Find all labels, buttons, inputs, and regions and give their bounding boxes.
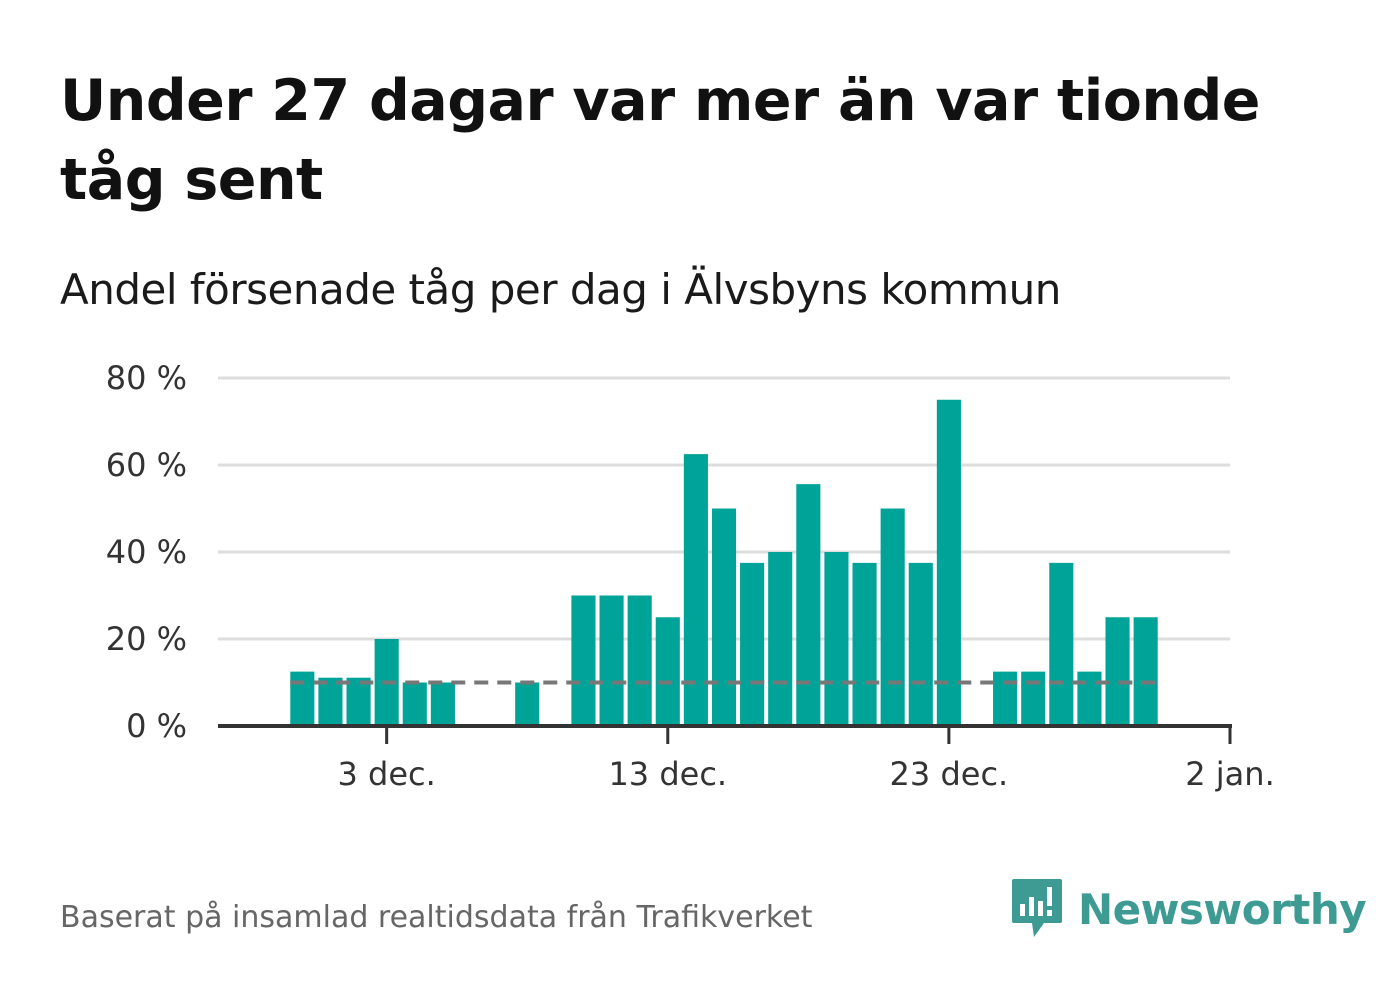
newsworthy-logo-icon: [1012, 879, 1062, 937]
brand-logo: Newsworthy: [1010, 876, 1367, 942]
chart-subtitle: Andel försenade tåg per dag i Älvsbyns k…: [60, 265, 1061, 314]
bar: [318, 677, 343, 726]
bar: [711, 508, 737, 726]
chart-title: Under 27 dagar var mer än var tionde tåg…: [60, 68, 1260, 213]
bar: [1133, 617, 1158, 726]
bar: [346, 677, 371, 726]
bar: [290, 671, 315, 726]
bar: [852, 562, 877, 726]
bar: [1021, 671, 1046, 726]
y-tick-label: 20 %: [106, 620, 187, 658]
x-tick-label: 23 dec.: [890, 755, 1009, 793]
bar: [796, 484, 821, 726]
bar: [880, 508, 905, 726]
bar: [740, 562, 765, 726]
bar: [655, 617, 680, 726]
x-tick-label: 13 dec.: [608, 755, 727, 793]
bar: [824, 552, 849, 726]
bar: [908, 562, 933, 726]
bar: [430, 682, 455, 726]
bar: [1105, 617, 1130, 726]
bar-chart: 0 % 20 % 40 % 60 % 80 % 3 dec. 13 dec. 23 dec.…: [106, 359, 1275, 793]
source-note: Baserat på insamlad realtidsdata från Tr…: [60, 900, 813, 935]
bar: [402, 682, 427, 726]
x-axis: [218, 724, 1232, 744]
bar: [683, 454, 708, 726]
y-tick-label: 40 %: [106, 533, 187, 571]
bar: [993, 671, 1018, 726]
bar: [768, 552, 793, 726]
bar: [515, 682, 540, 726]
bar: [936, 399, 961, 726]
y-tick-labels: 0 % 20 % 40 % 60 % 80 %: [106, 359, 187, 745]
bar: [627, 595, 652, 726]
y-tick-label: 60 %: [106, 446, 187, 484]
brand-name: Newsworthy: [1078, 884, 1367, 934]
y-tick-label: 80 %: [106, 359, 187, 397]
x-tick-label: 2 jan.: [1185, 755, 1274, 793]
bar: [599, 595, 624, 726]
bars: [290, 399, 1158, 726]
x-tick-labels: 3 dec. 13 dec. 23 dec. 2 jan.: [338, 755, 1275, 793]
x-tick-label: 3 dec.: [338, 755, 436, 793]
bar: [1077, 671, 1102, 726]
bar: [571, 595, 596, 726]
bar: [1049, 562, 1074, 726]
y-tick-label: 0 %: [126, 707, 187, 745]
